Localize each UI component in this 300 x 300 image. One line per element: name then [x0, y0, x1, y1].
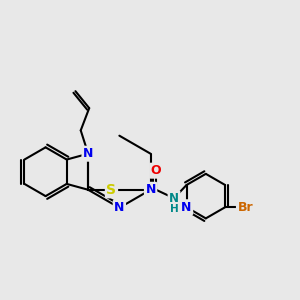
Text: O: O — [151, 164, 161, 177]
Text: N: N — [114, 201, 124, 214]
Text: N: N — [83, 147, 93, 160]
Text: Br: Br — [237, 201, 253, 214]
Text: N: N — [182, 201, 192, 214]
Text: S: S — [106, 183, 116, 197]
Text: N: N — [146, 183, 156, 196]
Text: H: H — [169, 204, 178, 214]
Text: N: N — [169, 192, 179, 205]
